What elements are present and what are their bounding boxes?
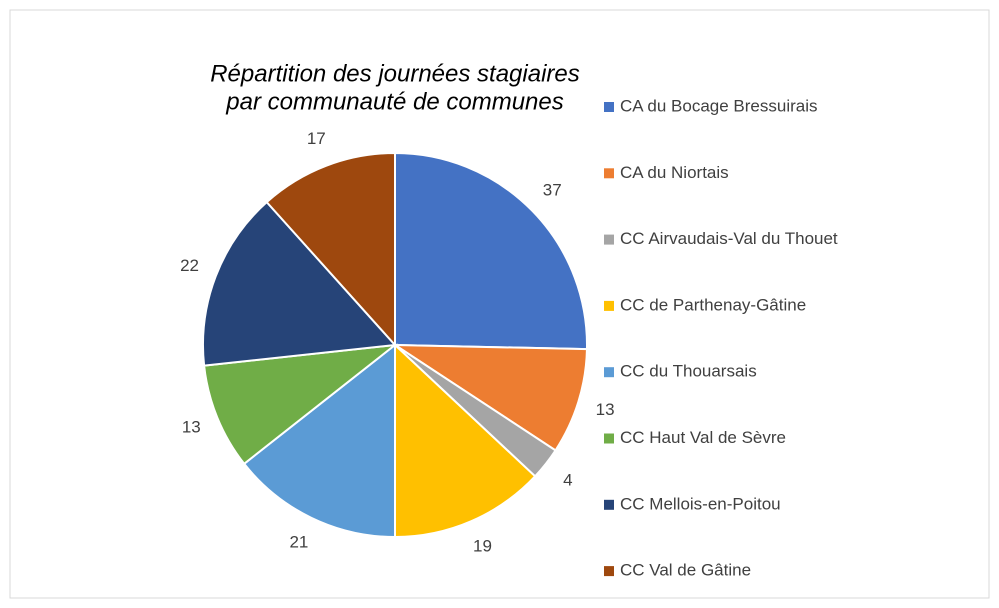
pie-slice (265, 151, 396, 348)
legend-label: CC Airvaudais-Val du Thouet (620, 229, 838, 248)
legend-swatch (604, 499, 614, 510)
data-label: 13 (182, 418, 201, 437)
legend-label: CC du Thouarsais (620, 362, 757, 381)
data-label: 37 (543, 181, 562, 200)
legend-label: CC Haut Val de Sèvre (620, 428, 786, 447)
pie-slice (203, 343, 399, 466)
legend-label: CC Mellois-en-Poitou (620, 494, 781, 513)
data-label: 21 (289, 532, 308, 551)
legend-label: CA du Bocage Bressuirais (620, 96, 818, 115)
legend-label: CC de Parthenay-Gâtine (620, 295, 806, 314)
legend-swatch (604, 367, 614, 378)
data-label: 19 (473, 536, 492, 555)
legend-swatch (604, 566, 614, 577)
chart-title: Répartition des journées stagiaires (210, 60, 580, 87)
pie-slice (394, 342, 537, 539)
legend-swatch (604, 433, 614, 444)
legend-swatch (604, 234, 614, 245)
pie-slice (394, 151, 588, 351)
pie-slice (242, 342, 396, 539)
pie-slice (391, 343, 588, 452)
pie-slice (202, 200, 398, 367)
legend-swatch (604, 168, 614, 179)
data-label: 4 (563, 471, 572, 490)
legend-label: CA du Niortais (620, 163, 729, 182)
legend-label: CC Val de Gâtine (620, 561, 751, 580)
data-label: 13 (596, 400, 615, 419)
legend-swatch (604, 300, 614, 311)
data-label: 22 (180, 256, 199, 275)
data-label: 17 (307, 129, 326, 148)
legend-swatch (604, 102, 614, 112)
chart-title: par communauté de communes (225, 88, 564, 115)
